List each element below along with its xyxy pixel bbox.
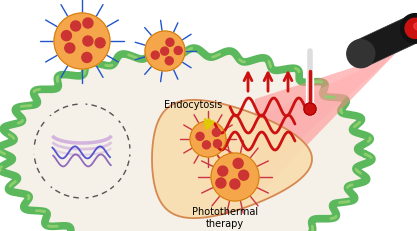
Circle shape	[161, 48, 168, 56]
Circle shape	[61, 31, 71, 41]
Circle shape	[304, 103, 316, 116]
Circle shape	[190, 122, 226, 157]
Circle shape	[65, 44, 75, 54]
Circle shape	[166, 39, 174, 47]
Circle shape	[216, 178, 226, 188]
Circle shape	[165, 58, 173, 66]
Circle shape	[214, 140, 221, 148]
Circle shape	[82, 53, 92, 63]
Polygon shape	[355, 17, 417, 67]
Circle shape	[230, 179, 240, 189]
Circle shape	[212, 129, 220, 137]
Polygon shape	[255, 55, 395, 199]
Circle shape	[203, 141, 211, 149]
Circle shape	[54, 14, 110, 70]
Circle shape	[174, 47, 182, 55]
Circle shape	[145, 32, 185, 72]
Circle shape	[83, 19, 93, 29]
Circle shape	[211, 153, 259, 201]
Circle shape	[414, 24, 417, 30]
Polygon shape	[255, 55, 395, 179]
Circle shape	[239, 170, 249, 180]
Text: Photothermal
therapy: Photothermal therapy	[192, 206, 258, 228]
Circle shape	[196, 133, 204, 141]
Text: Endocytosis: Endocytosis	[164, 100, 222, 109]
Circle shape	[70, 22, 80, 32]
Circle shape	[95, 39, 105, 49]
Circle shape	[347, 40, 375, 68]
Circle shape	[400, 15, 417, 44]
Circle shape	[405, 19, 417, 39]
Circle shape	[233, 159, 243, 169]
Circle shape	[151, 52, 159, 60]
Polygon shape	[152, 100, 312, 218]
Polygon shape	[0, 49, 372, 231]
Circle shape	[218, 166, 228, 176]
Circle shape	[83, 37, 93, 47]
